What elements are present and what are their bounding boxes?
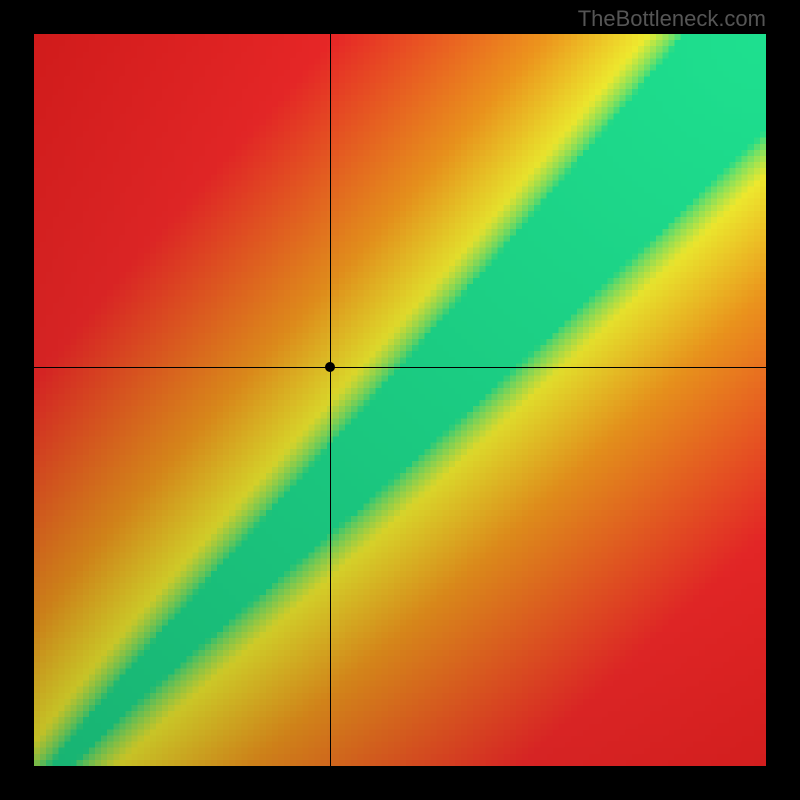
crosshair-horizontal <box>34 367 766 368</box>
crosshair-vertical <box>330 34 331 766</box>
watermark-text: TheBottleneck.com <box>578 6 766 32</box>
chart-container: TheBottleneck.com <box>0 0 800 800</box>
bottleneck-heatmap <box>34 34 766 766</box>
